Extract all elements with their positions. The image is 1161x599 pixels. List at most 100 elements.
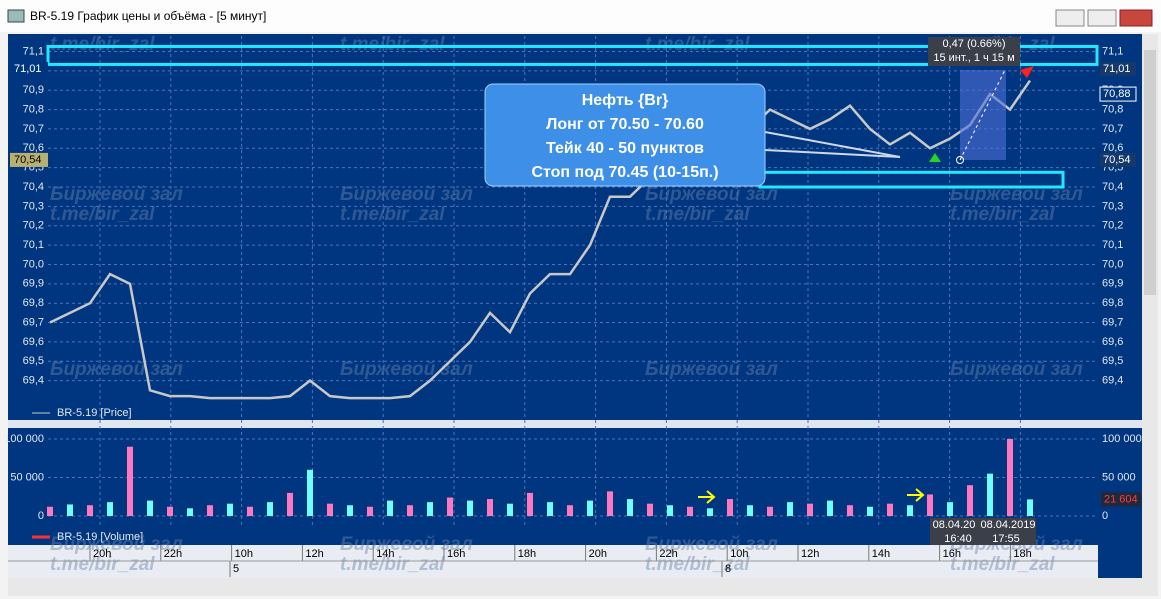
y-tick-label: 70,6 <box>23 142 44 154</box>
cursor-box <box>930 518 1036 545</box>
maximize-button[interactable] <box>1087 9 1117 27</box>
y-tick-label: 69,5 <box>23 355 44 367</box>
price-line <box>49 79 1032 400</box>
measure-start <box>956 156 964 164</box>
watermark: t.me/bir_zal <box>340 204 445 225</box>
scroll-thumb[interactable] <box>1144 50 1156 295</box>
volume-bar <box>247 506 253 516</box>
y-tick-label: 70,8 <box>1102 103 1123 115</box>
y-tick-label: 71,1 <box>23 45 44 57</box>
annotation-line: Нефть {Br} <box>582 92 669 109</box>
day-label: 8 <box>725 563 731 575</box>
y-tick-label: 69,7 <box>23 316 44 328</box>
volume-bar <box>467 500 473 516</box>
time-label: 22h <box>164 548 182 560</box>
time-label: 16h <box>447 548 465 560</box>
watermark: t.me/bir_zal <box>645 204 750 225</box>
volume-bar <box>147 500 153 516</box>
watermark: Биржевой зал <box>50 184 183 205</box>
price-marker: 70,54 <box>1103 154 1131 166</box>
volume-bar <box>687 506 693 516</box>
volume-bar <box>227 503 233 516</box>
volume-bar <box>767 506 773 516</box>
measure-span: 15 инт., 1 ч 15 м <box>933 52 1014 64</box>
volume-bar <box>107 502 113 516</box>
time-label: 14h <box>376 548 394 560</box>
watermark: Биржевой зал <box>950 184 1083 205</box>
y-tick-label: 70,9 <box>23 84 44 96</box>
watermark: t.me/bir_zal <box>950 554 1055 575</box>
time-label: 22h <box>659 548 677 560</box>
cursor-date: 08.04.20 <box>933 519 976 531</box>
volume-bar <box>1007 439 1013 516</box>
y-tick-label: 0 <box>38 510 44 522</box>
volume-arrow <box>907 488 925 502</box>
y-tick-label: 70,7 <box>1102 123 1123 135</box>
cursor-time: 16:40 <box>944 533 972 545</box>
time-label: 10h <box>730 548 748 560</box>
y-tick-label: 70,1 <box>23 239 44 251</box>
volume-bar <box>487 499 493 516</box>
time-label: 18h <box>1013 548 1031 560</box>
volume-bar <box>647 503 653 516</box>
y-tick-label: 69,4 <box>1102 375 1123 387</box>
time-label: 12h <box>801 548 819 560</box>
y-tick-label: 69,8 <box>1102 297 1123 309</box>
h-scrollbar[interactable] <box>8 578 1142 596</box>
volume-bar <box>1027 499 1033 516</box>
watermark: t.me/bir_zal <box>50 554 155 575</box>
watermark: t.me/bir_zal <box>645 34 750 55</box>
annotation-line: Тейк 40 - 50 пунктов <box>546 140 704 157</box>
y-tick-label: 70,3 <box>1102 200 1123 212</box>
y-tick-label: 70,6 <box>1102 142 1123 154</box>
price-marker: 70,54 <box>14 154 42 166</box>
callout-line <box>764 149 901 158</box>
watermark: Биржевой зал <box>50 359 183 380</box>
price-marker-bg <box>10 152 48 167</box>
volume-bar <box>267 502 273 516</box>
legend-label: BR-5.19 [Price] <box>57 407 132 419</box>
volume-bar <box>287 492 293 516</box>
volume-bar <box>627 499 633 516</box>
watermark: t.me/bir_zal <box>645 554 750 575</box>
price-marker-bg <box>1100 61 1136 76</box>
volume-bar <box>307 469 313 516</box>
measure-tooltip <box>928 37 1020 66</box>
y-tick-label: 100 000 <box>1102 433 1142 445</box>
volume-bar <box>707 508 713 516</box>
time-label: 20h <box>93 548 111 560</box>
watermark: t.me/bir_zal <box>50 204 155 225</box>
y-tick-label: 70,3 <box>23 200 44 212</box>
y-tick-label: 70,4 <box>23 181 44 193</box>
legend-label: BR-5.19 [Volume] <box>57 531 143 543</box>
volume-bar <box>167 506 173 516</box>
volume-bar <box>667 505 673 516</box>
volume-bar <box>947 502 953 516</box>
volume-bar <box>527 492 533 516</box>
price-marker-bg <box>10 61 48 76</box>
volume-bar <box>207 505 213 516</box>
y-tick-label: 69,6 <box>23 336 44 348</box>
price-marker-bg <box>1099 86 1137 102</box>
y-tick-label: 70,7 <box>23 123 44 135</box>
volume-bar <box>447 497 453 516</box>
app-icon <box>7 9 25 23</box>
y-tick-label: 70,4 <box>1102 181 1123 193</box>
volume-marker-bg <box>1101 492 1141 507</box>
minimize-button[interactable] <box>1055 9 1085 27</box>
volume-marker: 21 604 <box>1104 493 1138 505</box>
volume-bar <box>747 505 753 516</box>
watermark: Биржевой зал <box>645 534 778 555</box>
volume-bar <box>847 505 853 516</box>
y-tick-label: 69,9 <box>23 278 44 290</box>
watermark: Биржевой зал <box>950 359 1083 380</box>
volume-bar <box>907 505 913 516</box>
volume-bar <box>727 499 733 516</box>
measure-change: 0,47 (0.66%) <box>943 38 1006 50</box>
price-marker-bg <box>1100 152 1136 167</box>
close-button[interactable] <box>1119 9 1153 27</box>
y-tick-label: 70,1 <box>1102 239 1123 251</box>
y-tick-label: 0 <box>1102 510 1108 522</box>
y-tick-label: 70,2 <box>1102 220 1123 232</box>
